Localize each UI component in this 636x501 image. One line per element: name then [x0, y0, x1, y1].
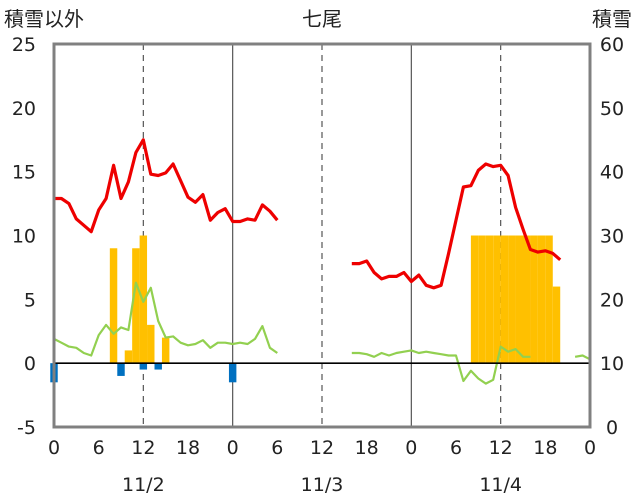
- y-tick-right-1: 50: [600, 98, 624, 120]
- series-line-1-0: [53, 281, 278, 357]
- y-axis-label-right: 積雪: [592, 7, 632, 31]
- x-tick-3: 18: [176, 437, 200, 459]
- y-tick-left-0: 25: [12, 34, 36, 56]
- date-label-2: 11/4: [479, 474, 522, 496]
- date-label-1: 11/3: [301, 474, 344, 496]
- x-tick-0: 0: [48, 437, 60, 459]
- bar-0-8: [530, 235, 538, 364]
- y-tick-right-5: 10: [600, 353, 624, 375]
- bar-0-11: [552, 286, 561, 364]
- y-tick-right-6: 0: [606, 417, 618, 439]
- bar-2-3: [154, 363, 162, 370]
- bar-0-0: [470, 235, 479, 364]
- bar-0-9: [537, 235, 546, 364]
- bar-0-4: [500, 235, 509, 364]
- x-tick-6: 12: [310, 437, 334, 459]
- bar-0-10: [545, 235, 553, 364]
- bar-0-7: [523, 235, 531, 364]
- bar-1-0: [109, 248, 118, 364]
- series-line-1-1: [351, 345, 531, 385]
- x-tick-9: 6: [450, 437, 462, 459]
- x-tick-7: 18: [355, 437, 379, 459]
- x-tick-2: 12: [131, 437, 155, 459]
- bars: [50, 235, 561, 383]
- bar-1-2: [132, 248, 140, 364]
- series-line-0-1: [351, 162, 562, 290]
- x-tick-1: 6: [93, 437, 105, 459]
- x-tick-10: 12: [489, 437, 513, 459]
- y-tick-left-4: 5: [24, 289, 36, 311]
- bar-2-2: [139, 363, 148, 370]
- bar-1-1: [124, 350, 133, 364]
- date-label-0: 11/2: [122, 474, 165, 496]
- chart-title: 七尾: [302, 7, 342, 31]
- y-tick-left-5: 0: [24, 353, 36, 375]
- x-tick-12: 0: [584, 437, 596, 459]
- y-tick-left-1: 20: [12, 98, 36, 120]
- bar-0-1: [478, 235, 486, 364]
- bar-2-4: [228, 363, 237, 383]
- bar-0-5: [508, 235, 516, 364]
- bar-2-1: [117, 363, 125, 376]
- series-line-1-2: [574, 354, 591, 361]
- bar-1-4: [147, 324, 155, 364]
- plot-frame: [52, 42, 592, 429]
- y-axis-label-left: 積雪以外: [4, 7, 84, 31]
- x-tick-8: 0: [405, 437, 417, 459]
- y-tick-left-6: -5: [17, 417, 36, 439]
- x-tick-11: 18: [533, 437, 557, 459]
- x-tick-5: 6: [271, 437, 283, 459]
- y-tick-right-0: 60: [600, 34, 624, 56]
- y-tick-left-2: 15: [12, 162, 36, 184]
- x-tick-4: 0: [227, 437, 239, 459]
- bar-0-6: [515, 235, 523, 364]
- bar-1-5: [161, 337, 170, 364]
- y-tick-right-4: 20: [600, 289, 624, 311]
- grid: [142, 44, 502, 427]
- y-tick-right-2: 40: [600, 162, 624, 184]
- bar-0-3: [493, 235, 501, 364]
- bar-0-2: [485, 235, 494, 364]
- y-tick-left-3: 10: [12, 226, 36, 248]
- lines: [53, 138, 591, 385]
- y-tick-right-3: 30: [600, 226, 624, 248]
- series-line-0-0: [54, 138, 279, 234]
